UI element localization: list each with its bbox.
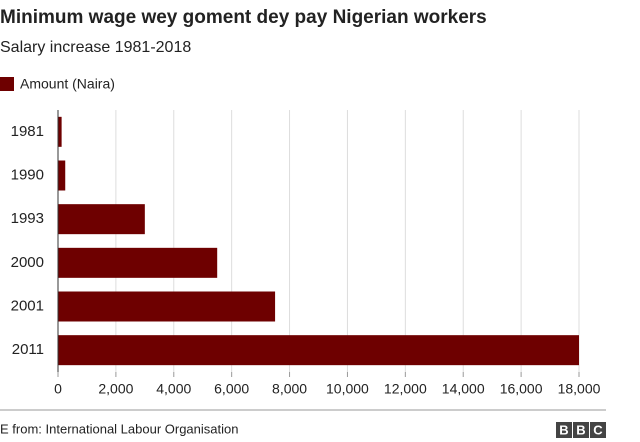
x-tick-label: 4,000 [156,381,191,397]
chart-title: Minimum wage wey goment dey pay Nigerian… [0,7,487,28]
x-tick-label: 2,000 [98,381,133,397]
y-tick-label: 2000 [11,254,44,271]
bar [58,247,218,278]
x-tick-label: 6,000 [214,381,249,397]
logo-box [556,422,572,438]
chart-subtitle: Salary increase 1981-2018 [0,39,191,56]
logo-box [590,422,606,438]
logo-box [573,422,589,438]
x-tick-label: 16,000 [500,381,543,397]
y-tick-label: 1993 [11,210,44,227]
bar [58,160,66,191]
x-tick-label: 8,000 [272,381,307,397]
legend-label: Amount (Naira) [20,76,115,92]
source: E from: International Labour Organisatio… [0,421,238,436]
y-tick-label: 2001 [11,297,44,314]
legend-swatch [0,77,14,91]
logo: B B C [556,422,606,438]
bar [58,116,62,147]
logo-letter: C [593,422,603,437]
y-tick-label: 2011 [12,341,44,358]
x-tick-label: 18,000 [558,381,601,397]
x-tick-label: 0 [54,381,62,397]
bar [58,204,145,235]
x-tick-label: 12,000 [384,381,427,397]
y-tick-label: 1981 [11,123,44,140]
logo-letter: B [576,422,585,437]
bar [58,335,579,366]
bar [58,291,276,322]
x-tick-label: 14,000 [442,381,485,397]
y-tick-label: 1990 [11,166,44,183]
logo-letter: B [559,422,568,437]
x-tick-label: 10,000 [326,381,369,397]
